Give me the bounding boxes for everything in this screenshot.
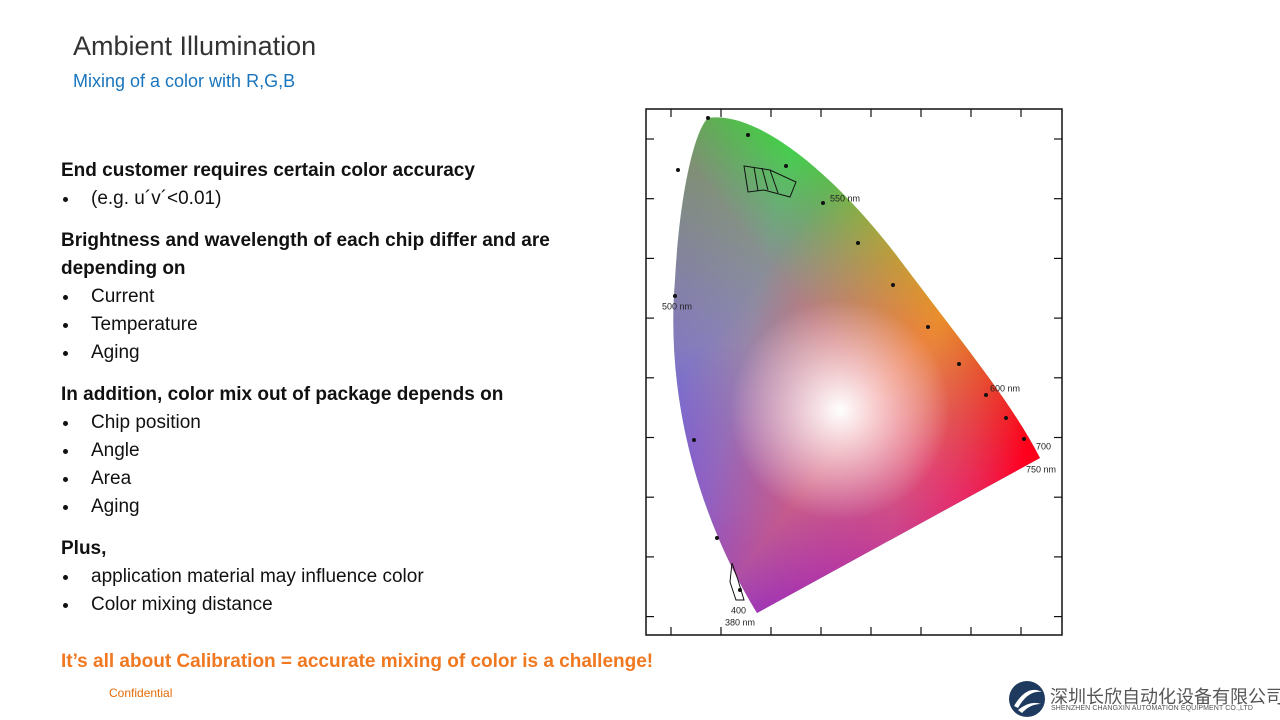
section-heading: In addition, color mix out of package de…	[61, 384, 504, 405]
wavelength-label: 380 nm	[725, 617, 755, 627]
wavelength-label: 500 nm	[662, 301, 692, 311]
logo-icon	[1009, 681, 1045, 717]
bullet-item: Angle	[61, 437, 601, 465]
confidential: Confidential	[109, 686, 173, 700]
wavelength-label: 700	[1036, 441, 1051, 451]
bullet-item: Temperature	[61, 311, 601, 339]
section: Plus, application material may influence …	[61, 535, 601, 619]
cie-diagram: 550 nm 500 nm 600 nm 700 750 nm 400 380 …	[645, 108, 1063, 636]
logo-text: 深圳长欣自动化设备有限公司	[1050, 687, 1280, 707]
bullet-item: Aging	[61, 493, 601, 521]
callout: It’s all about Calibration = accurate mi…	[61, 651, 654, 672]
bullet-item: application material may influence color	[61, 563, 601, 591]
bullet-item: Color mixing distance	[61, 591, 601, 619]
section-heading: Plus,	[61, 538, 107, 559]
section-heading: End customer requires certain color accu…	[61, 160, 475, 181]
bullet-item: Chip position	[61, 409, 601, 437]
bullet-item: (e.g. u´v´<0.01)	[61, 185, 601, 213]
wavelength-label: 550 nm	[830, 193, 860, 203]
subtitle: Mixing of a color with R,G,B	[73, 71, 296, 91]
section: Brightness and wavelength of each chip d…	[61, 227, 601, 367]
logo-subtext: SHENZHEN CHANGXIN AUTOMATION EQUIPMENT C…	[1051, 705, 1254, 712]
section-heading: Brightness and wavelength of each chip d…	[61, 230, 550, 279]
section: End customer requires certain color accu…	[61, 157, 601, 213]
bullet-item: Current	[61, 283, 601, 311]
wavelength-label: 600 nm	[990, 383, 1020, 393]
title: Ambient Illumination	[73, 31, 317, 61]
wavelength-label: 400	[731, 605, 746, 615]
bullet-item: Aging	[61, 339, 601, 367]
text-body: End customer requires certain color accu…	[61, 157, 601, 633]
wavelength-label: 750 nm	[1026, 464, 1056, 474]
bullet-item: Area	[61, 465, 601, 493]
section: In addition, color mix out of package de…	[61, 381, 601, 521]
